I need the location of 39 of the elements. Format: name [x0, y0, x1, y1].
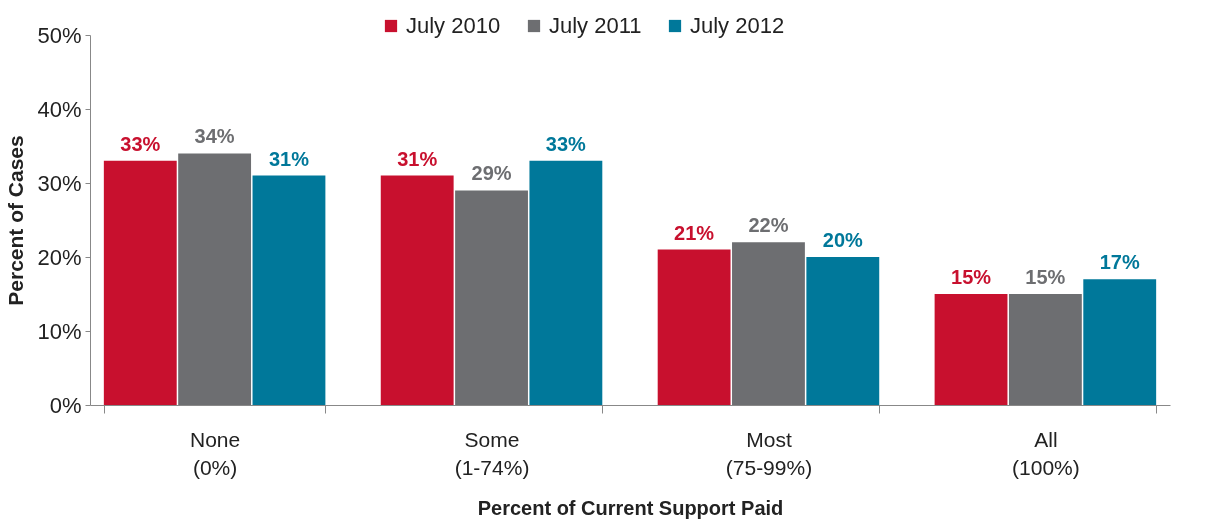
y-tick-label: 50%: [37, 22, 82, 48]
bar: [732, 242, 805, 405]
bar: [455, 190, 528, 405]
data-label: 15%: [1025, 266, 1066, 288]
legend-label: July 2012: [690, 13, 785, 38]
bar: [529, 160, 603, 405]
bar: [1008, 294, 1082, 405]
bar: [380, 175, 454, 405]
data-label: 21%: [674, 221, 715, 244]
bar: [178, 153, 252, 405]
data-label: 33%: [120, 132, 161, 155]
y-axis-title: Percent of Cases: [4, 135, 28, 306]
bar: [934, 294, 1008, 405]
x-tick-label: None (0%): [190, 427, 241, 479]
y-tick-label: 40%: [37, 96, 82, 122]
bar: [657, 249, 731, 405]
data-label: 15%: [951, 266, 992, 288]
bar: [1083, 279, 1157, 405]
legend-label: July 2010: [406, 13, 501, 38]
legend-label: July 2011: [549, 13, 642, 38]
bar: [806, 257, 880, 405]
x-tick-label: Most (75-99%): [725, 427, 813, 479]
data-label: 31%: [397, 147, 438, 170]
y-tick-label: 10%: [37, 318, 82, 344]
data-label: 17%: [1099, 251, 1140, 274]
data-label: 29%: [471, 162, 512, 185]
data-label: 20%: [822, 229, 864, 251]
data-label: 33%: [545, 132, 587, 155]
x-tick-label: Some (1-74%): [454, 427, 530, 479]
data-label: 22%: [748, 214, 789, 237]
x-tick-label: All (100%): [1012, 427, 1080, 479]
y-tick-label: 0%: [49, 392, 82, 418]
bar: [252, 175, 326, 405]
bar: [103, 160, 177, 405]
x-axis-title: Percent of Current Support Paid: [477, 496, 784, 519]
y-tick-label: 30%: [37, 170, 82, 196]
data-label: 34%: [194, 125, 235, 148]
y-tick-label: 20%: [37, 244, 82, 270]
data-label: 31%: [268, 147, 310, 170]
